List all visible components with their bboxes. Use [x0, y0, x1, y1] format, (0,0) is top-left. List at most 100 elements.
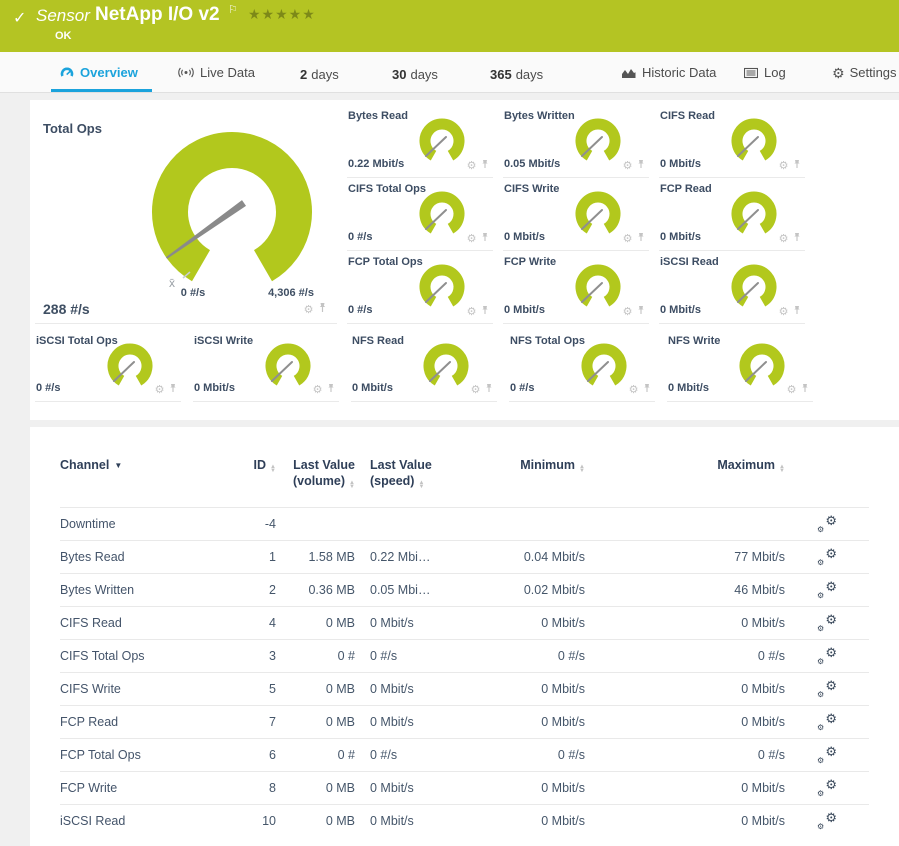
gauge-gear-icon[interactable]: ⚙ [303, 304, 314, 316]
gauge-total-ops: Total Ops x̄ 0 #/s 4,306 #/s 288 #/s ⚙ [35, 105, 337, 324]
gauge-gear-icon[interactable]: ⚙ [470, 384, 481, 396]
channel-settings-gears-icon[interactable]: ⚙ ⚙ [817, 710, 837, 732]
gauge-gear-icon[interactable]: ⚙ [622, 160, 633, 172]
gauge-gear-icon[interactable]: ⚙ [622, 306, 633, 318]
gauge-title: iSCSI Read [660, 256, 719, 268]
tab-2-days-label: days [311, 67, 339, 82]
sort-icon: ▲ ▼ [779, 464, 785, 474]
sort-icon: ▲ ▼ [579, 464, 585, 474]
table-row-cifs-read: CIFS Read 4 0 MB 0 Mbit/s 0 Mbit/s 0 Mbi… [60, 606, 869, 640]
channel-settings-gears-icon[interactable]: ⚙ ⚙ [817, 545, 837, 567]
column-header-channel[interactable]: Channel ▼ [60, 458, 123, 472]
flag-icon[interactable]: ⚐ [228, 4, 238, 16]
cell-last-value-speed: 0 Mbit/s [355, 672, 465, 706]
gauge-gear-icon[interactable]: ⚙ [312, 384, 323, 396]
sort-icon: ▲ ▼ [349, 480, 355, 490]
gauge-dial [419, 118, 465, 161]
gauge-pin-icon[interactable] [637, 159, 645, 169]
gauge-dial [575, 191, 621, 234]
tab-historic-data[interactable]: Historic Data [622, 65, 716, 92]
gauge-dial [581, 343, 627, 386]
total-ops-gauge-dial: x̄ [152, 132, 312, 290]
cell-last-value-speed: 0.05 Mbi… [355, 573, 465, 607]
gauge-pin-icon[interactable] [637, 232, 645, 242]
column-header-maximum[interactable]: Maximum ▲ ▼ [717, 458, 785, 474]
table-row-cifs-total-ops: CIFS Total Ops 3 0 # 0 #/s 0 #/s 0 #/s ⚙… [60, 639, 869, 673]
channel-settings-gears-icon[interactable]: ⚙ ⚙ [817, 578, 837, 600]
gauge-pin-icon[interactable] [481, 305, 489, 315]
gauge-pin-icon[interactable] [169, 383, 177, 393]
gauge-pin-icon[interactable] [793, 159, 801, 169]
priority-stars[interactable]: ★★★★★ [248, 6, 316, 22]
cell-last-value-volume: 0 MB [276, 705, 355, 739]
gauge-value: 0 Mbit/s [660, 158, 701, 170]
channel-settings-gears-icon[interactable]: ⚙ ⚙ [817, 611, 837, 633]
gauge-value: 0 Mbit/s [504, 231, 545, 243]
channel-settings-gears-icon[interactable]: ⚙ ⚙ [817, 512, 837, 534]
gauge-gear-icon[interactable]: ⚙ [786, 384, 797, 396]
tab-live-data[interactable]: Live Data [178, 65, 255, 92]
channel-settings-gears-icon[interactable]: ⚙ ⚙ [817, 743, 837, 765]
status-ok-check-icon: ✓ [13, 10, 27, 27]
gauge-needle [429, 361, 451, 382]
cell-last-value-speed [355, 507, 465, 541]
gauge-cifs-read: CIFS Read 0 Mbit/s ⚙ [659, 105, 805, 178]
gauge-fcp-read: FCP Read 0 Mbit/s ⚙ [659, 178, 805, 251]
tab-2-days[interactable]: 2 days [300, 67, 339, 92]
sort-icon: ▲ ▼ [418, 480, 425, 490]
column-header-last-value-speed[interactable]: Last Value (speed) ▲ ▼ [370, 458, 432, 490]
column-header-id[interactable]: ID ▲ ▼ [253, 458, 276, 474]
gauge-gear-icon[interactable]: ⚙ [778, 160, 789, 172]
gauge-title: NFS Write [668, 335, 721, 347]
channel-settings-gears-icon[interactable]: ⚙ ⚙ [817, 644, 837, 666]
gauge-gear-icon[interactable]: ⚙ [628, 384, 639, 396]
gauge-pin-icon[interactable] [793, 305, 801, 315]
table-row-cifs-write: CIFS Write 5 0 MB 0 Mbit/s 0 Mbit/s 0 Mb… [60, 672, 869, 706]
column-header-last-value-volume[interactable]: Last Value (volume) ▲ ▼ [292, 458, 355, 490]
tab-30-days[interactable]: 30 days [392, 67, 438, 92]
channel-settings-gears-icon[interactable]: ⚙ ⚙ [817, 776, 837, 798]
gauge-needle [737, 136, 759, 157]
gauge-fcp-write: FCP Write 0 Mbit/s ⚙ [503, 251, 649, 324]
historic-chart-icon [622, 67, 636, 82]
gauge-pin-icon[interactable] [793, 232, 801, 242]
live-data-icon [178, 66, 194, 82]
column-header-minimum[interactable]: Minimum ▲ ▼ [520, 458, 585, 474]
gauge-value: 0 Mbit/s [504, 304, 545, 316]
gauge-dial [575, 264, 621, 307]
gauge-gear-icon[interactable]: ⚙ [466, 233, 477, 245]
tab-overview[interactable]: Overview [51, 65, 152, 92]
gauge-gear-icon[interactable]: ⚙ [154, 384, 165, 396]
gauge-needle [425, 282, 447, 303]
gauge-gear-icon[interactable]: ⚙ [778, 233, 789, 245]
gauge-pin-icon[interactable] [637, 305, 645, 315]
gauge-needle [587, 361, 609, 382]
gauge-pin-icon[interactable] [327, 383, 335, 393]
cell-id: 10 [220, 804, 276, 837]
cell-channel: Downtime [60, 507, 220, 541]
gauge-cifs-total-ops: CIFS Total Ops 0 #/s ⚙ [347, 178, 493, 251]
sensor-header-band: ✓ Sensor NetApp I/O v2 ⚐ ★★★★★ OK [0, 0, 899, 52]
sort-icon: ▲ ▼ [270, 464, 276, 474]
tab-log[interactable]: Log [743, 65, 786, 92]
channel-settings-gears-icon[interactable]: ⚙ ⚙ [817, 677, 837, 699]
cell-minimum: 0 Mbit/s [465, 705, 585, 739]
cell-maximum: 0 #/s [585, 738, 785, 772]
gauge-gear-icon[interactable]: ⚙ [466, 160, 477, 172]
channel-filter-dropdown-icon[interactable]: ▼ [114, 461, 123, 470]
gauge-needle [165, 200, 246, 259]
gauge-gear-icon[interactable]: ⚙ [622, 233, 633, 245]
channel-settings-gears-icon[interactable]: ⚙ ⚙ [817, 809, 837, 831]
gauge-pin-icon[interactable] [485, 383, 493, 393]
gauge-needle [271, 361, 293, 382]
gauge-pin-icon[interactable] [318, 302, 327, 313]
tab-settings[interactable]: ⚙ Settings [832, 65, 897, 92]
gauge-pin-icon[interactable] [643, 383, 651, 393]
gauge-gear-icon[interactable]: ⚙ [466, 306, 477, 318]
gauge-pin-icon[interactable] [801, 383, 809, 393]
gauge-pin-icon[interactable] [481, 159, 489, 169]
tab-365-days[interactable]: 365 days [490, 67, 543, 92]
gauge-gear-icon[interactable]: ⚙ [778, 306, 789, 318]
gauge-pin-icon[interactable] [481, 232, 489, 242]
cell-channel: CIFS Read [60, 606, 220, 640]
